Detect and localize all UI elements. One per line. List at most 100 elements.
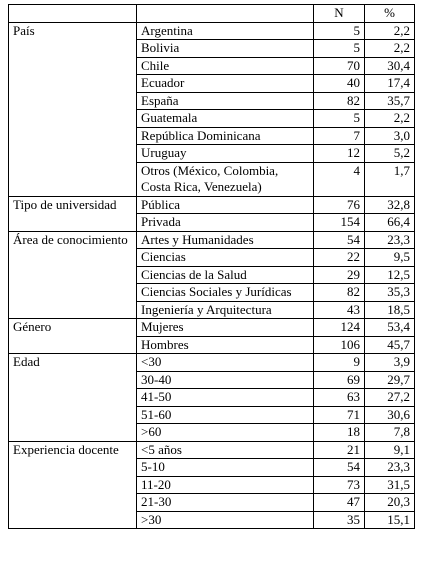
table-row: Ciencias de la Salud 29 12,5 bbox=[9, 265, 415, 284]
row-percent: 30,4 bbox=[364, 56, 415, 75]
row-count: 12 bbox=[313, 144, 365, 163]
row-percent: 12,5 bbox=[364, 265, 415, 284]
row-percent: 20,3 bbox=[364, 493, 415, 512]
row-category: Bolivia bbox=[136, 39, 314, 58]
row-percent: 3,9 bbox=[364, 353, 415, 372]
row-category: Guatemala bbox=[136, 109, 314, 128]
table-body: N % País Argentina 5 2,2 Bolivia 5 2,2 Chile 70 3… bbox=[8, 4, 415, 529]
table-row: Bolivia 5 2,2 bbox=[9, 39, 415, 58]
table-row: >30 35 15,1 bbox=[9, 510, 415, 529]
row-percent: 2,2 bbox=[364, 39, 415, 58]
group-label: Edad bbox=[8, 353, 137, 442]
row-count: 5 bbox=[313, 109, 365, 128]
row-percent: 2,2 bbox=[364, 21, 415, 40]
row-category: 51-60 bbox=[136, 405, 314, 424]
row-category: República Dominicana bbox=[136, 126, 314, 145]
row-percent: 1,7 bbox=[364, 161, 415, 197]
group-label: Tipo de universidad bbox=[8, 195, 137, 232]
row-percent: 9,1 bbox=[364, 440, 415, 459]
row-count: 69 bbox=[313, 370, 365, 389]
header-blank-cell bbox=[8, 4, 137, 23]
table-row: España 82 35,7 bbox=[9, 91, 415, 110]
row-count: 76 bbox=[313, 195, 365, 214]
table-row: Ecuador 40 17,4 bbox=[9, 74, 415, 93]
row-percent: 23,3 bbox=[364, 458, 415, 477]
row-category: 5-10 bbox=[136, 458, 314, 477]
table-row: Ciencias 22 9,5 bbox=[9, 248, 415, 267]
row-category: Ciencias Sociales y Jurídicas bbox=[136, 283, 314, 302]
row-category: Ecuador bbox=[136, 74, 314, 93]
row-category: 30-40 bbox=[136, 370, 314, 389]
row-category: Privada bbox=[136, 213, 314, 232]
row-percent: 17,4 bbox=[364, 74, 415, 93]
row-category: Chile bbox=[136, 56, 314, 75]
row-category: Ciencias bbox=[136, 248, 314, 267]
row-count: 54 bbox=[313, 458, 365, 477]
table-row: Uruguay 12 5,2 bbox=[9, 144, 415, 163]
row-percent: 45,7 bbox=[364, 335, 415, 354]
header-blank-cell bbox=[136, 4, 314, 23]
row-percent: 30,6 bbox=[364, 405, 415, 424]
row-percent: 18,5 bbox=[364, 300, 415, 319]
demographics-table: N % País Argentina 5 2,2 Bolivia 5 2,2 Chile 70 3… bbox=[8, 4, 415, 529]
row-count: 40 bbox=[313, 74, 365, 93]
row-count: 106 bbox=[313, 335, 365, 354]
row-percent: 23,3 bbox=[364, 230, 415, 249]
row-percent: 32,8 bbox=[364, 195, 415, 214]
row-category: 41-50 bbox=[136, 388, 314, 407]
row-percent: 2,2 bbox=[364, 109, 415, 128]
row-count: 71 bbox=[313, 405, 365, 424]
row-count: 124 bbox=[313, 318, 365, 337]
group-label: País bbox=[8, 21, 137, 197]
row-percent: 35,3 bbox=[364, 283, 415, 302]
row-count: 35 bbox=[313, 510, 365, 529]
table-row: Otros (México, Colombia, Costa Rica, Ven… bbox=[9, 161, 415, 197]
row-count: 7 bbox=[313, 126, 365, 145]
table-row: Experiencia docente <5 años 21 9,1 bbox=[8, 440, 415, 529]
table-row: Área de conocimiento Artes y Humanidades 5… bbox=[8, 230, 415, 319]
row-count: 29 bbox=[313, 265, 365, 284]
row-percent: 15,1 bbox=[364, 510, 415, 529]
row-percent: 35,7 bbox=[364, 91, 415, 110]
row-category: <5 años bbox=[136, 440, 314, 459]
row-category: Uruguay bbox=[136, 144, 314, 163]
table-row: País Argentina 5 2,2 bbox=[8, 21, 415, 197]
row-count: 63 bbox=[313, 388, 365, 407]
table-row: 51-60 71 30,6 bbox=[9, 405, 415, 424]
row-category: >30 bbox=[136, 510, 314, 529]
row-count: 54 bbox=[313, 230, 365, 249]
row-category: >60 bbox=[136, 423, 314, 442]
row-category: Otros (México, Colombia, Costa Rica, Ven… bbox=[136, 161, 314, 197]
group-label: Experiencia docente bbox=[8, 440, 137, 529]
row-category: 21-30 bbox=[136, 493, 314, 512]
row-percent: 29,7 bbox=[364, 370, 415, 389]
row-count: 21 bbox=[313, 440, 365, 459]
row-count: 5 bbox=[313, 21, 365, 40]
row-category: Argentina bbox=[136, 21, 314, 40]
row-count: 18 bbox=[313, 423, 365, 442]
header-pct: % bbox=[364, 4, 415, 23]
header-n: N bbox=[313, 4, 365, 23]
row-percent: 31,5 bbox=[364, 475, 415, 494]
table-row: Género Mujeres 124 53,4 bbox=[8, 318, 415, 354]
table-row: Hombres 106 45,7 bbox=[9, 335, 415, 354]
table-row: Edad <30 9 3,9 bbox=[8, 353, 415, 442]
row-count: 43 bbox=[313, 300, 365, 319]
row-percent: 27,2 bbox=[364, 388, 415, 407]
row-category: Ingeniería y Arquitectura bbox=[136, 300, 314, 319]
row-category: España bbox=[136, 91, 314, 110]
row-category: Artes y Humanidades bbox=[136, 230, 314, 249]
table-row: Ciencias Sociales y Jurídicas 82 35,3 bbox=[9, 283, 415, 302]
row-percent: 53,4 bbox=[364, 318, 415, 337]
group-label: Género bbox=[8, 318, 137, 354]
row-category: Hombres bbox=[136, 335, 314, 354]
row-count: 70 bbox=[313, 56, 365, 75]
group-label: Área de conocimiento bbox=[8, 230, 137, 319]
row-count: 82 bbox=[313, 283, 365, 302]
row-count: 4 bbox=[313, 161, 365, 197]
row-category: Ciencias de la Salud bbox=[136, 265, 314, 284]
row-count: 73 bbox=[313, 475, 365, 494]
row-percent: 66,4 bbox=[364, 213, 415, 232]
row-count: 82 bbox=[313, 91, 365, 110]
row-category: Pública bbox=[136, 195, 314, 214]
